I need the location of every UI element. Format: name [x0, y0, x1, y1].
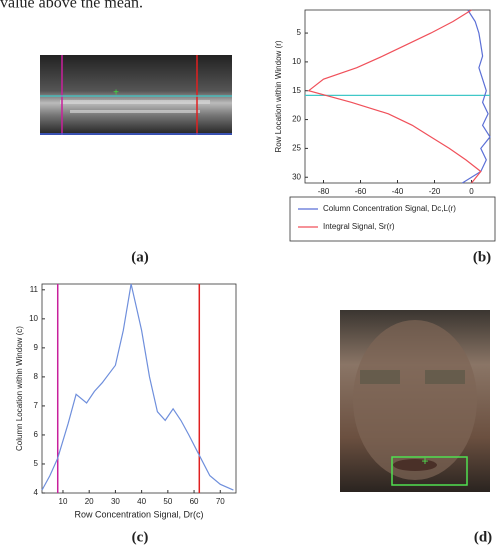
intro-text: value above the mean.	[0, 0, 143, 12]
series-line	[461, 9, 491, 184]
y-tick-label: 10	[292, 57, 301, 66]
legend-label: Column Concentration Signal, Dc,L(r)	[323, 204, 456, 213]
y-tick-label: 4	[34, 488, 39, 497]
y-tick-label: 5	[34, 459, 39, 468]
y-tick-label: 30	[292, 172, 301, 181]
y-tick-label: 8	[34, 372, 39, 381]
x-tick-label: 70	[216, 497, 225, 506]
x-tick-label: 0	[469, 187, 474, 196]
x-tick-label: -80	[318, 187, 330, 196]
y-tick-label: 11	[30, 285, 39, 294]
y-tick-label: 10	[29, 314, 38, 323]
series-line	[41, 283, 234, 491]
y-tick-label: 25	[292, 144, 301, 153]
image-a: +	[40, 55, 232, 135]
x-tick-label: 30	[111, 497, 120, 506]
y-tick-label: 20	[292, 115, 301, 124]
x-tick-label: 50	[163, 497, 172, 506]
image-d: +	[340, 310, 490, 492]
y-axis-label: Column Location within Window (c)	[15, 326, 24, 451]
x-tick-label: 10	[59, 497, 68, 506]
panel-label: (b)	[473, 249, 491, 265]
y-tick-label: 7	[34, 401, 39, 410]
svg-text:+: +	[113, 88, 119, 99]
panel-label: (c)	[132, 529, 149, 545]
y-tick-label: 15	[292, 86, 301, 95]
svg-text:+: +	[421, 454, 428, 468]
panel-label: (a)	[131, 249, 149, 265]
y-tick-label: 9	[34, 343, 39, 352]
panel-label: (d)	[474, 529, 492, 545]
x-tick-label: -20	[429, 187, 441, 196]
x-tick-label: -60	[355, 187, 367, 196]
x-tick-label: 60	[190, 497, 199, 506]
x-tick-label: 40	[137, 497, 146, 506]
plot-area	[41, 283, 237, 494]
y-axis-label: Row Location within Window (r)	[274, 40, 283, 152]
x-tick-label: -40	[392, 187, 404, 196]
legend	[289, 196, 496, 242]
x-tick-label: 20	[85, 497, 94, 506]
x-axis-label: Row Concentration Signal, Dr(c)	[74, 509, 203, 519]
series-line	[307, 9, 482, 184]
y-tick-label: 6	[34, 430, 39, 439]
y-tick-label: 5	[297, 28, 302, 37]
legend-label: Integral Signal, Sr(r)	[323, 222, 395, 231]
